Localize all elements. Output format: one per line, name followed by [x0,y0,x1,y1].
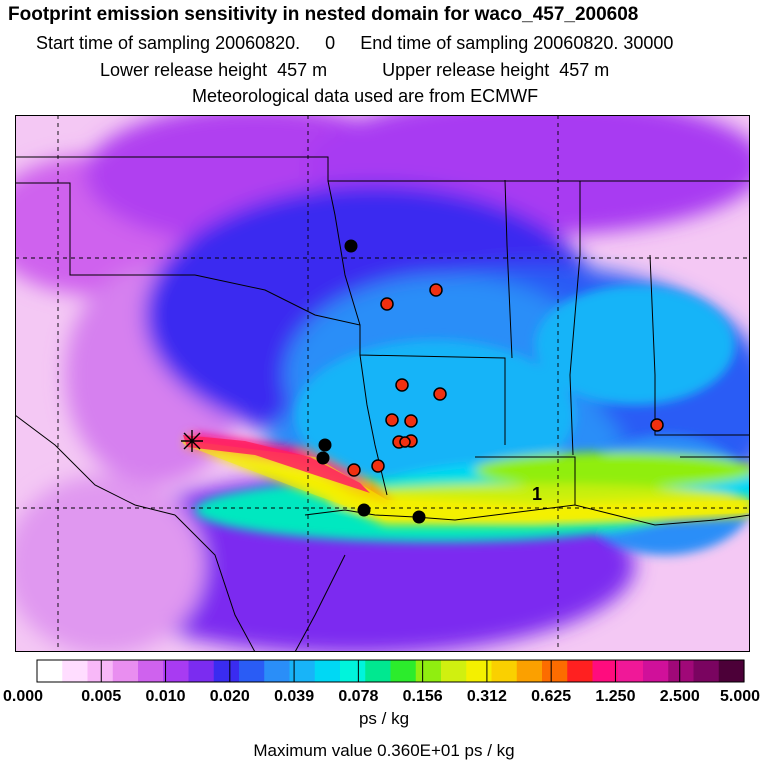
colorbar-tick-label: 1.250 [595,688,635,705]
colorbar-tick-label: 0.625 [531,688,571,705]
colorbar-tick-label: 0.312 [467,688,507,705]
colorbar-tick-label: 0.156 [403,688,443,705]
colorbar-cell [264,660,291,682]
colorbar-tick-label: 0.010 [146,688,186,705]
colorbar-tick-label: 0.000 [3,688,43,705]
sensitivity-field [15,115,750,652]
site-red [433,387,447,401]
colorbar-cell [340,660,366,682]
colorbar-cell [567,660,594,682]
site-red [371,459,385,473]
sampling-time-line: Start time of sampling 20060820. 0 End t… [36,33,673,54]
colorbar-cell [62,660,89,682]
colorbar-cell [542,660,568,682]
site-black [357,503,371,517]
colorbar-cell [87,660,114,682]
colorbar-cell [592,660,619,682]
met-data-line: Meteorological data used are from ECMWF [192,86,539,106]
plot-frame [15,115,750,652]
colorbar-cell [415,660,442,682]
colorbar-cell [718,660,745,682]
upper-height-label: Upper release height 457 m [382,60,610,80]
red-sites [347,283,664,477]
colorbar-tick-label: 0.005 [81,688,121,705]
site-red [429,283,443,297]
map-boundaries [15,156,750,652]
site-red [650,418,664,432]
release-height-line: Lower release height 457 m Upper release… [100,60,609,81]
colorbar-cell [138,660,164,682]
colorbar: 0.000 0.005 0.010 0.020 0.039 0.078 0.156 0.312… [3,659,760,705]
colorbar-cell [617,660,644,682]
colorbar-cell [289,660,316,682]
site-black [344,239,358,253]
colorbar-cell [239,660,265,682]
colorbar-cell [668,660,695,682]
colorbar-cell [188,660,215,682]
lower-height-label: Lower release height 457 m [100,60,328,80]
colorbar-cell [643,660,669,682]
site-red [380,297,394,311]
colorbar-tick-label: 0.078 [338,688,378,705]
colorbar-cell [163,660,190,682]
colorbar-cells [37,660,745,682]
footprint-map: 1 [15,115,750,652]
site-red [385,413,399,427]
colorbar-cell [314,660,341,682]
colorbar-tick-label: 0.039 [274,688,314,705]
colorbar-cell [491,660,518,682]
colorbar-tick-label: 2.500 [660,688,700,705]
colorbar-cell [365,660,392,682]
colorbar-cell [441,660,467,682]
site-black [316,451,330,465]
colorbar-cell [693,660,720,682]
colorbar-tick-label: 0.020 [210,688,250,705]
start-time-label: Start time of sampling 20060820. 0 [36,33,336,53]
colorbar-units: ps / kg [358,709,410,728]
lat-lon-grid [15,115,750,652]
colorbar-cell [466,660,493,682]
site-red [399,436,411,448]
colorbar-cell [213,660,240,682]
site-red [395,378,409,392]
colorbar-cell [112,660,139,682]
site-black [318,438,332,452]
colorbar-cell [516,660,543,682]
colorbar-cell [37,660,63,682]
site-black [412,510,426,524]
colorbar-ticks: 0.000 0.005 0.010 0.020 0.039 0.078 0.156 0.312… [3,660,760,705]
colorbar-tick-label: 5.000 [720,688,760,705]
site-red [347,463,361,477]
black-sites [316,239,426,524]
plume-age-label: 1 [532,484,542,504]
release-marker [181,430,203,452]
end-time-label: End time of sampling 20060820. 30000 [360,33,674,53]
maximum-value-label: Maximum value 0.360E+01 ps / kg [253,741,515,760]
chart-title: Footprint emission sensitivity in nested… [8,4,639,25]
colorbar-cell [390,660,417,682]
site-red [404,414,418,428]
